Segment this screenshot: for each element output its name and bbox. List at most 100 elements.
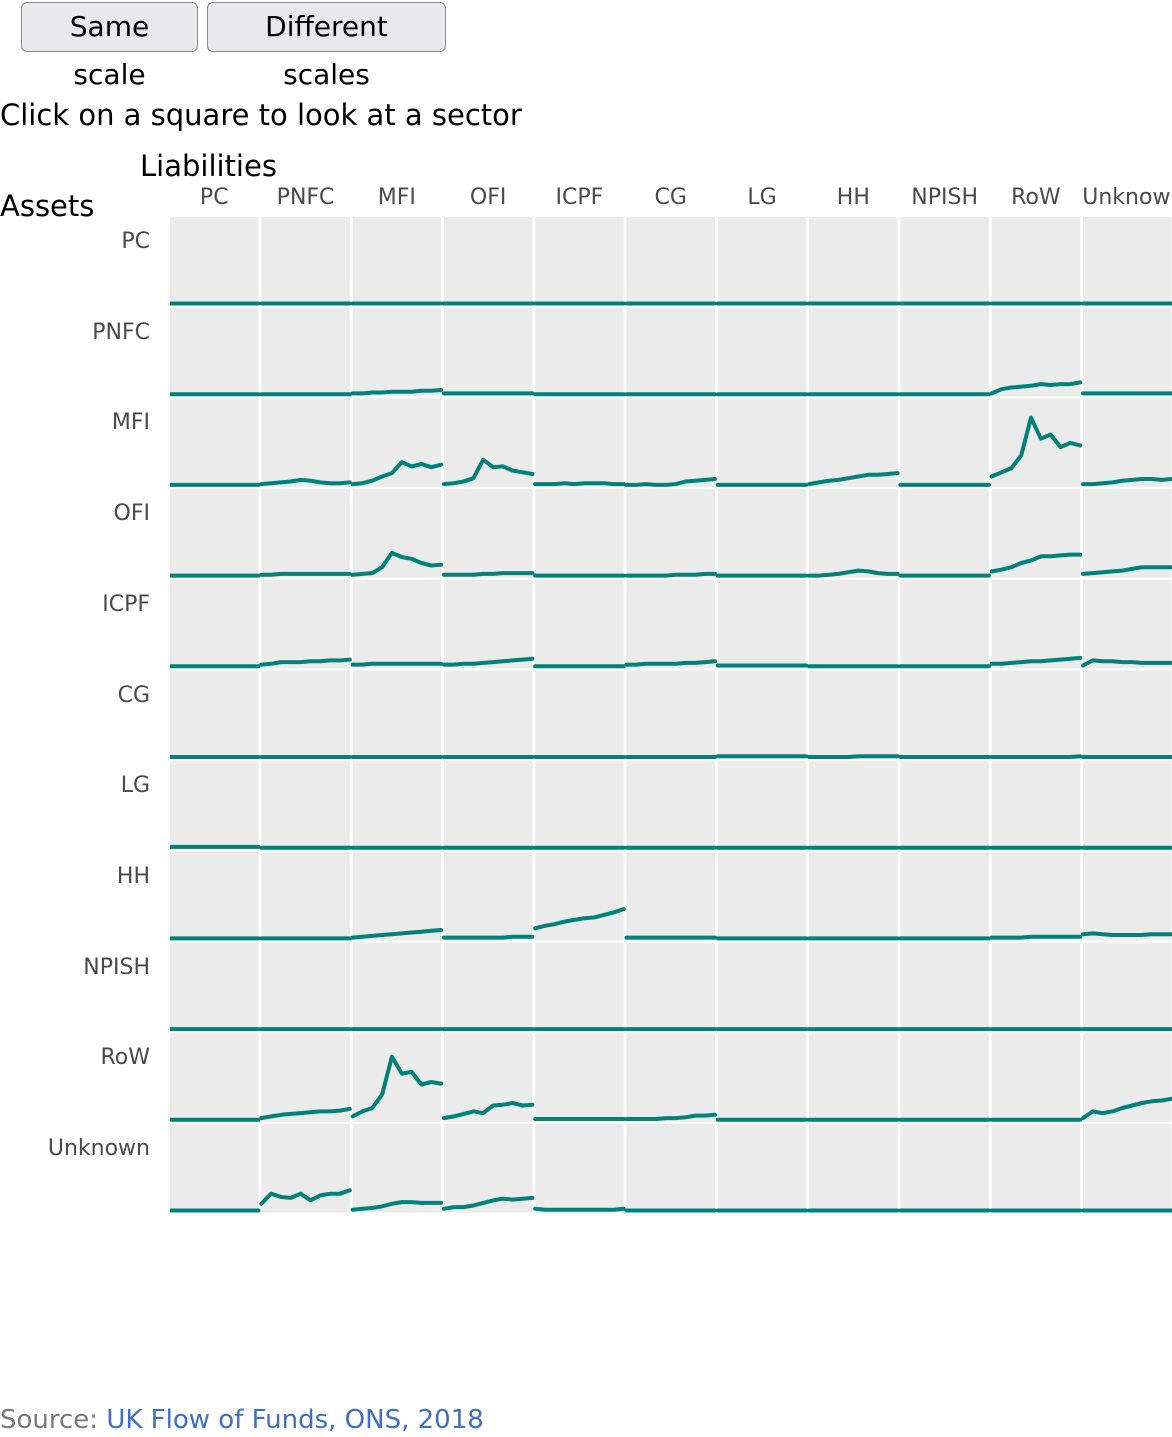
panel-hh-mfi[interactable]	[350, 851, 444, 941]
panel-icpf-lg[interactable]	[715, 579, 809, 669]
panel-ofi-npish[interactable]	[898, 489, 991, 578]
panel-npish-ofi[interactable]	[441, 942, 535, 1032]
panel-row-npish[interactable]	[898, 1033, 991, 1122]
panel-lg-icpf[interactable]	[533, 761, 626, 850]
panel-row-row[interactable]	[989, 1033, 1083, 1122]
panel-ofi-pc[interactable]	[170, 489, 261, 578]
panel-row-mfi[interactable]	[350, 1033, 444, 1122]
panel-mfi-ofi[interactable]	[441, 398, 535, 487]
panel-npish-cg[interactable]	[624, 942, 717, 1032]
panel-lg-cg[interactable]	[624, 761, 717, 850]
panel-unknown-icpf[interactable]	[533, 1124, 626, 1213]
panel-unknown-unknown[interactable]	[1081, 1124, 1172, 1213]
panel-npish-mfi[interactable]	[350, 942, 444, 1032]
panel-lg-row[interactable]	[989, 761, 1083, 850]
panel-mfi-npish[interactable]	[898, 398, 991, 487]
panel-pc-mfi[interactable]	[350, 217, 444, 306]
panel-hh-lg[interactable]	[715, 851, 809, 941]
panel-hh-ofi[interactable]	[441, 851, 535, 941]
panel-mfi-unknown[interactable]	[1081, 398, 1172, 487]
panel-cg-mfi[interactable]	[350, 670, 444, 760]
panel-pc-pnfc[interactable]	[259, 217, 352, 306]
panel-lg-ofi[interactable]	[441, 761, 535, 850]
panel-ofi-unknown[interactable]	[1081, 489, 1172, 578]
panel-row-unknown[interactable]	[1081, 1033, 1172, 1122]
panel-icpf-icpf[interactable]	[533, 579, 626, 669]
panel-icpf-cg[interactable]	[624, 579, 717, 669]
panel-hh-row[interactable]	[989, 851, 1083, 941]
panel-ofi-lg[interactable]	[715, 489, 809, 578]
panel-pnfc-mfi[interactable]	[350, 307, 444, 397]
panel-mfi-lg[interactable]	[715, 398, 809, 487]
panel-ofi-cg[interactable]	[624, 489, 717, 578]
same-scale-button[interactable]: Same scale	[21, 2, 198, 91]
panel-ofi-row[interactable]	[989, 489, 1083, 578]
panel-cg-pc[interactable]	[170, 670, 261, 760]
panel-row-hh[interactable]	[807, 1033, 900, 1122]
panel-pc-hh[interactable]	[807, 217, 900, 306]
panel-unknown-hh[interactable]	[807, 1124, 900, 1213]
panel-icpf-pnfc[interactable]	[259, 579, 352, 669]
panel-lg-pc[interactable]	[170, 761, 261, 850]
panel-lg-unknown[interactable]	[1081, 761, 1172, 850]
panel-mfi-hh[interactable]	[807, 398, 900, 487]
panel-pc-row[interactable]	[989, 217, 1083, 306]
panel-pnfc-row[interactable]	[989, 307, 1083, 397]
panel-cg-unknown[interactable]	[1081, 670, 1172, 760]
panel-hh-pnfc[interactable]	[259, 851, 352, 941]
panel-npish-pc[interactable]	[170, 942, 261, 1032]
panel-hh-icpf[interactable]	[533, 851, 626, 941]
panel-pc-cg[interactable]	[624, 217, 717, 306]
panel-lg-mfi[interactable]	[350, 761, 444, 850]
panel-cg-icpf[interactable]	[533, 670, 626, 760]
panel-pnfc-lg[interactable]	[715, 307, 809, 397]
panel-cg-lg[interactable]	[715, 670, 809, 760]
panel-hh-hh[interactable]	[807, 851, 900, 941]
panel-cg-cg[interactable]	[624, 670, 717, 760]
panel-npish-npish[interactable]	[898, 942, 991, 1032]
panel-unknown-ofi[interactable]	[441, 1124, 535, 1213]
panel-hh-pc[interactable]	[170, 851, 261, 941]
panel-mfi-icpf[interactable]	[533, 398, 626, 487]
panel-ofi-icpf[interactable]	[533, 489, 626, 578]
panel-icpf-npish[interactable]	[898, 579, 991, 669]
panel-pc-pc[interactable]	[170, 217, 261, 306]
panel-lg-lg[interactable]	[715, 761, 809, 850]
panel-row-ofi[interactable]	[441, 1033, 535, 1122]
panel-pnfc-hh[interactable]	[807, 307, 900, 397]
panel-row-pc[interactable]	[170, 1033, 261, 1122]
panel-cg-npish[interactable]	[898, 670, 991, 760]
panel-mfi-row[interactable]	[989, 398, 1083, 487]
panel-unknown-mfi[interactable]	[350, 1124, 444, 1213]
panel-pc-icpf[interactable]	[533, 217, 626, 306]
panel-lg-npish[interactable]	[898, 761, 991, 850]
panel-unknown-pc[interactable]	[170, 1124, 261, 1213]
panel-row-lg[interactable]	[715, 1033, 809, 1122]
panel-hh-npish[interactable]	[898, 851, 991, 941]
panel-row-pnfc[interactable]	[259, 1033, 352, 1122]
panel-npish-icpf[interactable]	[533, 942, 626, 1032]
panel-ofi-mfi[interactable]	[350, 489, 444, 578]
panel-icpf-ofi[interactable]	[441, 579, 535, 669]
panel-npish-pnfc[interactable]	[259, 942, 352, 1032]
panel-pc-unknown[interactable]	[1081, 217, 1172, 306]
panel-icpf-hh[interactable]	[807, 579, 900, 669]
panel-hh-cg[interactable]	[624, 851, 717, 941]
panel-icpf-row[interactable]	[989, 579, 1083, 669]
panel-npish-row[interactable]	[989, 942, 1083, 1032]
panel-pnfc-pnfc[interactable]	[259, 307, 352, 397]
panel-icpf-unknown[interactable]	[1081, 579, 1172, 669]
panel-cg-hh[interactable]	[807, 670, 900, 760]
panel-pnfc-ofi[interactable]	[441, 307, 535, 397]
panel-unknown-cg[interactable]	[624, 1124, 717, 1213]
panel-mfi-cg[interactable]	[624, 398, 717, 487]
panel-cg-ofi[interactable]	[441, 670, 535, 760]
panel-pc-npish[interactable]	[898, 217, 991, 306]
panel-pnfc-unknown[interactable]	[1081, 307, 1172, 397]
panel-pnfc-icpf[interactable]	[533, 307, 626, 397]
panel-unknown-npish[interactable]	[898, 1124, 991, 1213]
panel-npish-unknown[interactable]	[1081, 942, 1172, 1032]
panel-icpf-pc[interactable]	[170, 579, 261, 669]
panel-lg-pnfc[interactable]	[259, 761, 352, 850]
panel-cg-pnfc[interactable]	[259, 670, 352, 760]
